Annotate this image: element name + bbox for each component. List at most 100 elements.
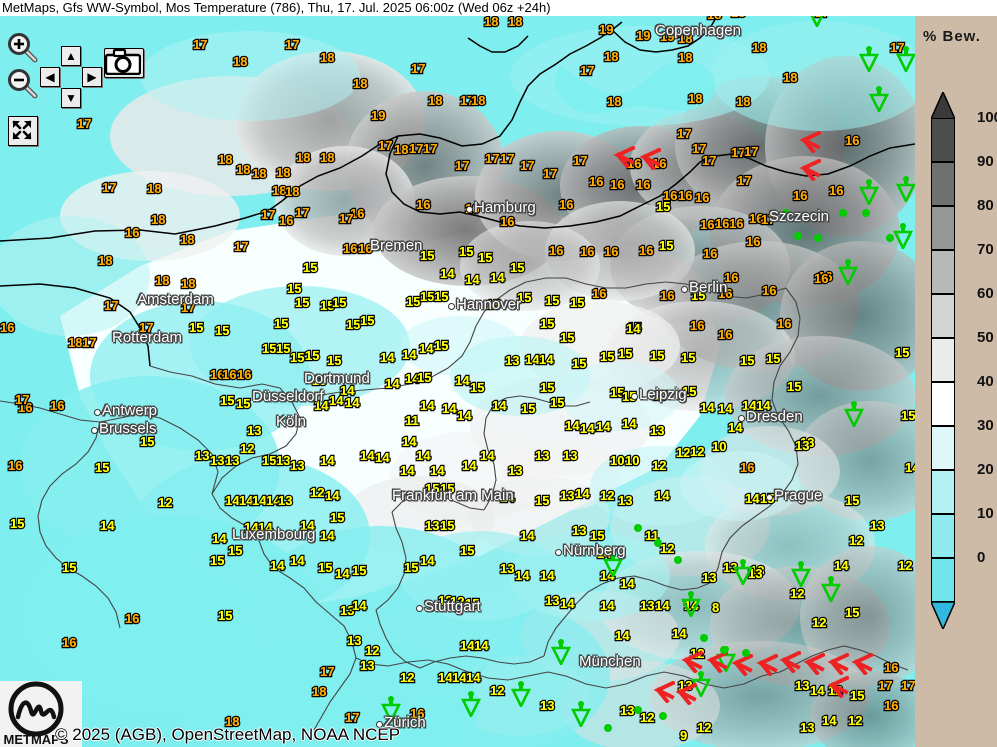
temperature-value: 13 13 <box>209 453 226 469</box>
weather-symbol-thunder <box>681 650 704 678</box>
colorbar-over-cap <box>929 90 957 120</box>
city-marker <box>555 549 562 556</box>
city-label: Antwerp <box>102 402 158 419</box>
fullscreen-button[interactable] <box>8 116 38 146</box>
temperature-value: 12 12 <box>847 713 864 729</box>
weather-symbol-rain <box>631 703 645 722</box>
svg-text:METMAPS: METMAPS <box>4 732 69 747</box>
colorbar-tick: 60 <box>977 285 994 302</box>
weather-symbol-shower <box>380 696 402 727</box>
zoom-out-button[interactable] <box>6 68 40 100</box>
pan-left-button[interactable]: ◀ <box>40 67 60 87</box>
weather-symbol-thunder <box>803 652 826 680</box>
city-label: Nürnberg <box>563 542 626 559</box>
pan-control[interactable]: ▲ ◀ ▶ ▼ <box>40 46 102 108</box>
temperature-value: 13 13 <box>311 373 328 389</box>
city-label: Dortmund <box>304 370 370 387</box>
temperature-value: 19 19 <box>659 29 676 45</box>
temperature-value: 19 19 <box>635 28 652 44</box>
temperature-value: 13 13 <box>424 518 441 534</box>
temperature-value: 10 10 <box>624 453 641 469</box>
weather-symbol-shower <box>550 639 572 670</box>
city-label: Copenhagen <box>655 22 741 39</box>
temperature-value: 13 13 <box>794 438 811 454</box>
temperature-value: 13 13 <box>194 448 211 464</box>
pan-up-button[interactable]: ▲ <box>61 46 81 66</box>
camera-icon[interactable] <box>104 48 144 78</box>
temperature-value: 13 13 <box>346 633 363 649</box>
weather-symbol-rain <box>883 231 897 250</box>
weather-symbol-rain <box>859 206 873 225</box>
city-label: Hannover <box>456 296 522 313</box>
colorbar-tick: 80 <box>977 197 994 214</box>
zoom-in-button[interactable] <box>6 32 40 64</box>
pan-right-button[interactable]: ▶ <box>82 67 102 87</box>
color-bar: 1009080706050403020100 <box>929 90 997 631</box>
temperature-value: 12 12 <box>696 720 713 736</box>
weather-symbol-shower <box>807 16 827 32</box>
map-canvas[interactable]: 1717171718181818191919191919181818181818… <box>0 16 915 747</box>
weather-symbol-rain <box>697 631 711 650</box>
temperature-value: 13 13 <box>539 698 556 714</box>
colorbar-segment <box>931 558 955 602</box>
temperature-value: 13 13 <box>504 353 521 369</box>
colorbar-tick: 30 <box>977 417 994 434</box>
pan-down-button[interactable]: ▼ <box>61 88 81 108</box>
colorbar-segment <box>931 162 955 206</box>
temperature-value: 13 13 <box>571 523 588 539</box>
map-toolbar[interactable]: ▲ ◀ ▶ ▼ <box>0 16 150 146</box>
